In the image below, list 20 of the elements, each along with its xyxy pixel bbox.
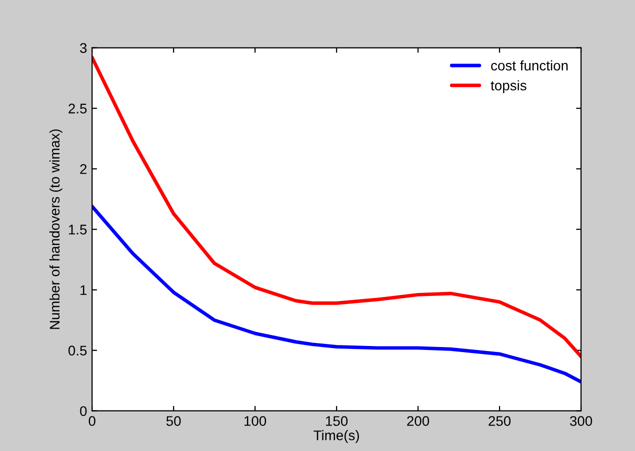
x-axis-title: Time(s) — [314, 430, 359, 443]
legend-label: cost function — [491, 60, 568, 71]
x-tick-label: 250 — [488, 416, 511, 426]
legend-label: topsis — [490, 80, 526, 94]
y-axis-title: Number of handovers (to wimax) — [49, 129, 62, 329]
y-tick-label: 0.5 — [68, 346, 87, 356]
y-tick-label: 3 — [80, 43, 87, 53]
x-tick-label: 300 — [570, 416, 592, 426]
y-tick-label: 2.5 — [68, 104, 87, 114]
x-tick-label: 50 — [166, 416, 181, 426]
line-series — [92, 204, 582, 384]
y-tick-label: 2 — [80, 164, 87, 174]
y-tick-label: 0 — [80, 406, 87, 416]
y-tick-label: 1.5 — [68, 224, 87, 235]
x-tick-label: 150 — [326, 416, 348, 426]
y-tick-label: 1 — [80, 285, 87, 295]
line-series — [92, 56, 582, 358]
x-tick-label: 0 — [88, 416, 96, 426]
x-tick-label: 200 — [407, 416, 430, 426]
x-tick-label: 100 — [244, 416, 266, 426]
